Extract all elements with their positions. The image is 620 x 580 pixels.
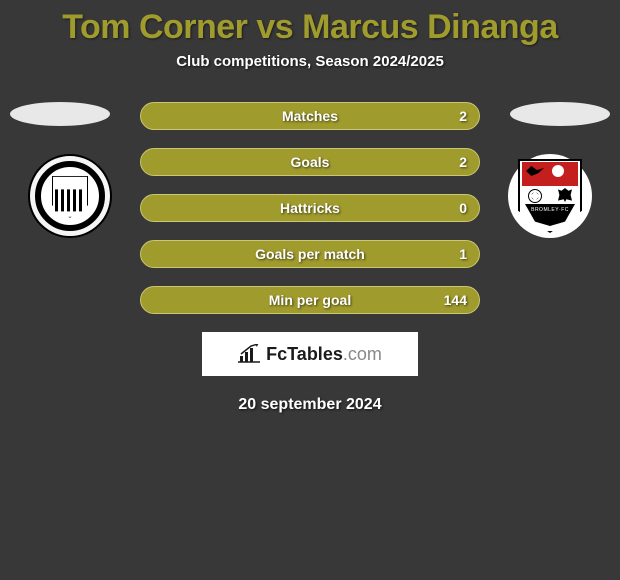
club-badge-left <box>28 154 112 238</box>
stat-row-hattricks: Hattricks 0 <box>140 194 480 222</box>
stat-value: 2 <box>459 108 467 124</box>
stat-value: 0 <box>459 200 467 216</box>
stat-label: Hattricks <box>280 200 340 216</box>
brand-box: FcTables.com <box>202 332 418 376</box>
subtitle: Club competitions, Season 2024/2025 <box>0 53 620 70</box>
stat-value: 144 <box>444 292 467 308</box>
stat-row-goals-per-match: Goals per match 1 <box>140 240 480 268</box>
stat-row-min-per-goal: Min per goal 144 <box>140 286 480 314</box>
stat-row-goals: Goals 2 <box>140 148 480 176</box>
player-right-ellipse <box>510 102 610 126</box>
stat-label: Goals per match <box>255 246 365 262</box>
stat-value: 2 <box>459 154 467 170</box>
stat-label: Matches <box>282 108 338 124</box>
player-left-ellipse <box>10 102 110 126</box>
stat-label: Min per goal <box>269 292 351 308</box>
stats-rows: Matches 2 Goals 2 Hattricks 0 Goals per … <box>140 102 480 314</box>
stat-row-matches: Matches 2 <box>140 102 480 130</box>
comparison-panel: BROMLEY·FC Matches 2 Goals 2 Hattricks 0… <box>0 102 620 414</box>
stat-label: Goals <box>291 154 330 170</box>
stat-value: 1 <box>459 246 467 262</box>
club-badge-right: BROMLEY·FC <box>508 154 592 238</box>
brand-text: FcTables.com <box>266 344 382 365</box>
date-text: 20 september 2024 <box>0 396 620 414</box>
page-title: Tom Corner vs Marcus Dinanga <box>0 0 620 47</box>
chart-icon <box>238 344 262 364</box>
